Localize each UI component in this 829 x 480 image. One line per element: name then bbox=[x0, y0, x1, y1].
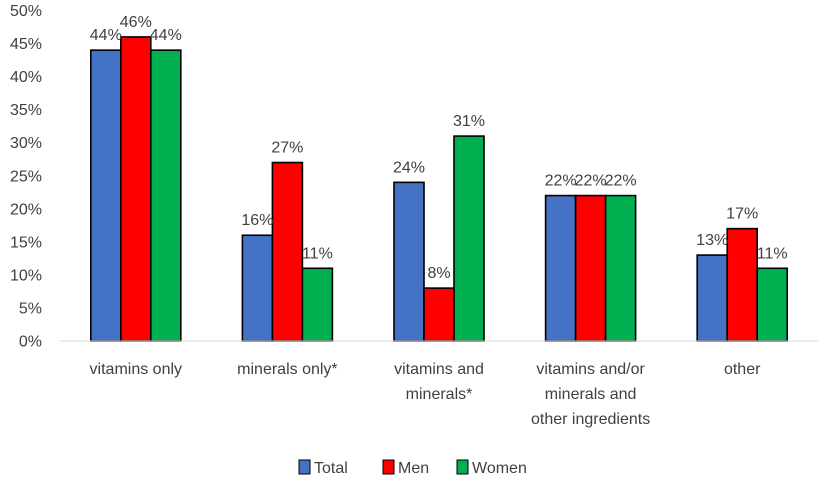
x-category-label: vitamins and/or bbox=[536, 361, 645, 378]
bar-men bbox=[120, 36, 152, 342]
bar-men bbox=[574, 194, 607, 342]
bar-men bbox=[271, 161, 304, 342]
data-label: 11% bbox=[302, 245, 333, 262]
bars bbox=[90, 36, 789, 342]
x-category-label: other bbox=[724, 361, 761, 378]
x-category-label: minerals only* bbox=[237, 361, 337, 378]
y-tick-label: 25% bbox=[10, 168, 42, 185]
y-tick-label: 50% bbox=[10, 3, 42, 20]
data-label: 44% bbox=[90, 27, 122, 44]
data-label: 24% bbox=[393, 159, 425, 176]
y-axis: 0% 5% 10% 15% 20% 25% 30% 35% 40% 45% 50% bbox=[10, 3, 42, 351]
y-tick-label: 20% bbox=[10, 201, 42, 218]
bar-total bbox=[544, 194, 577, 342]
y-tick-label: 5% bbox=[19, 300, 42, 317]
bar-women bbox=[756, 267, 789, 342]
bar-women bbox=[301, 267, 334, 342]
data-label: 22% bbox=[605, 173, 637, 190]
x-category-label: other ingredients bbox=[531, 411, 650, 428]
x-category-label: vitamins and bbox=[394, 361, 484, 378]
data-label: 31% bbox=[453, 113, 485, 130]
y-tick-label: 45% bbox=[10, 36, 42, 53]
data-label: 8% bbox=[427, 265, 450, 282]
x-category-label: minerals and bbox=[545, 386, 637, 403]
bar-women bbox=[150, 49, 182, 342]
y-tick-label: 10% bbox=[10, 267, 42, 284]
x-axis: vitamins only minerals only* vitamins and m… bbox=[60, 340, 818, 428]
y-tick-label: 35% bbox=[10, 102, 42, 119]
data-labels: 44%46%44%16%27%11%24%8%31%22%22%22%13%17… bbox=[90, 14, 788, 282]
data-label: 11% bbox=[757, 245, 788, 262]
bar-total bbox=[696, 254, 729, 342]
y-tick-label: 30% bbox=[10, 135, 42, 152]
data-label: 27% bbox=[271, 140, 303, 157]
data-label: 22% bbox=[575, 173, 607, 190]
bar-total bbox=[90, 49, 122, 342]
bar-total bbox=[393, 181, 425, 342]
legend-label-women: Women bbox=[472, 460, 527, 477]
y-tick-label: 40% bbox=[10, 69, 42, 86]
bar-women bbox=[453, 135, 485, 342]
x-category-label: vitamins only bbox=[90, 361, 182, 378]
bar-total bbox=[241, 234, 274, 342]
bar-men bbox=[423, 287, 455, 342]
data-label: 16% bbox=[241, 212, 273, 229]
legend-label-men: Men bbox=[398, 460, 429, 477]
data-label: 44% bbox=[150, 27, 182, 44]
y-tick-label: 15% bbox=[10, 234, 42, 251]
legend-swatch-women bbox=[456, 459, 469, 475]
x-category-label: minerals* bbox=[406, 386, 473, 403]
legend-label-total: Total bbox=[314, 460, 348, 477]
data-label: 13% bbox=[696, 232, 728, 249]
legend: Total Men Women bbox=[298, 459, 527, 477]
data-label: 46% bbox=[120, 14, 152, 31]
legend-swatch-men bbox=[382, 459, 395, 475]
data-label: 17% bbox=[726, 206, 758, 223]
bar-women bbox=[604, 194, 637, 342]
data-label: 22% bbox=[545, 173, 577, 190]
y-tick-label: 0% bbox=[19, 334, 42, 351]
legend-swatch-total bbox=[298, 459, 311, 475]
bar-men bbox=[726, 227, 759, 342]
